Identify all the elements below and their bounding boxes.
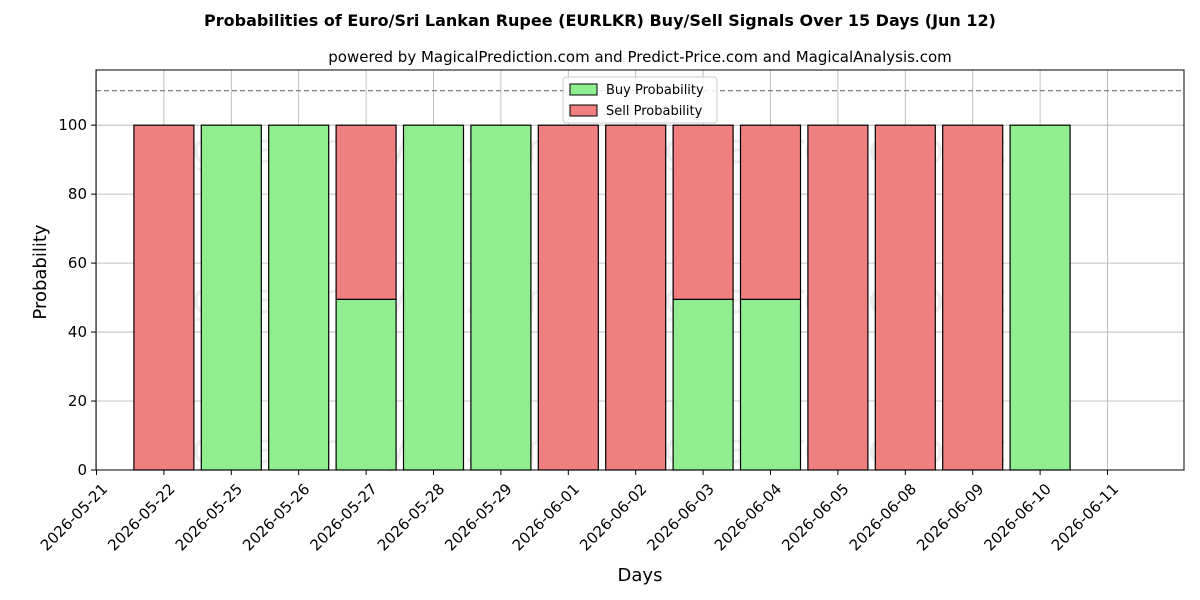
sell-bar: [739, 124, 802, 300]
y-tick-label: 0: [77, 461, 87, 479]
y-tick-label: 60: [68, 254, 87, 272]
buy-bar: [739, 298, 802, 471]
x-tick-label: 2026-05-29: [441, 480, 515, 554]
sell-bar: [605, 124, 667, 471]
x-tick-label: 2026-05-26: [239, 480, 313, 554]
legend: Buy Probability Sell Probability: [562, 76, 718, 124]
y-tick-label: 40: [68, 323, 87, 341]
buy-bar: [335, 298, 397, 471]
buy-bar: [200, 124, 262, 471]
x-tick-label: 2026-06-11: [1048, 480, 1122, 554]
sell-bar: [335, 124, 397, 300]
y-tick-label: 100: [58, 116, 87, 134]
x-tick-label: 2026-06-09: [913, 480, 987, 554]
y-axis-label: Probability: [30, 224, 51, 319]
buy-bar: [672, 298, 734, 471]
x-tick-label: 2026-06-10: [980, 480, 1054, 554]
x-tick-label: 2026-05-25: [172, 480, 246, 554]
plot-frame: [95, 69, 1185, 471]
y-tick-label: 80: [68, 185, 87, 203]
x-tick-label: 2026-05-28: [374, 480, 448, 554]
bars: [133, 124, 1071, 471]
buy-bar: [402, 124, 465, 471]
legend-swatch: [569, 83, 598, 96]
y-axis-ticks: 0 20 40 60 80 100: [58, 116, 96, 479]
chart-subtitle: powered by MagicalPrediction.com and Pre…: [328, 48, 952, 66]
buy-bar: [470, 124, 532, 471]
buy-bar: [1009, 124, 1071, 471]
x-tick-label: 2026-06-01: [509, 480, 583, 554]
sell-bar: [942, 124, 1004, 471]
x-tick-label: 2026-06-05: [778, 480, 852, 554]
x-tick-label: 2026-06-08: [846, 480, 920, 554]
x-tick-label: 2026-05-21: [37, 480, 111, 554]
y-tick-label: 20: [68, 392, 87, 410]
x-axis-label: Days: [618, 565, 663, 586]
x-tick-label: 2026-05-22: [104, 480, 178, 554]
x-tick-label: 2026-06-03: [643, 480, 717, 554]
sell-bar: [807, 124, 869, 471]
legend-label: Buy Probability: [606, 83, 704, 98]
buy-bar: [268, 124, 330, 471]
sell-bar: [133, 124, 195, 471]
sell-bar: [537, 124, 599, 471]
legend-label: Sell Probability: [606, 104, 703, 119]
x-axis-ticks: 2026-05-212026-05-222026-05-252026-05-26…: [37, 470, 1122, 554]
chart-title: Probabilities of Euro/Sri Lankan Rupee (…: [204, 11, 996, 30]
x-tick-label: 2026-06-02: [576, 480, 650, 554]
sell-bar: [874, 124, 936, 471]
legend-swatch: [569, 104, 598, 117]
legend-box: [562, 76, 718, 124]
sell-bar: [672, 124, 734, 300]
x-tick-label: 2026-05-27: [306, 480, 380, 554]
x-tick-label: 2026-06-04: [711, 480, 785, 554]
